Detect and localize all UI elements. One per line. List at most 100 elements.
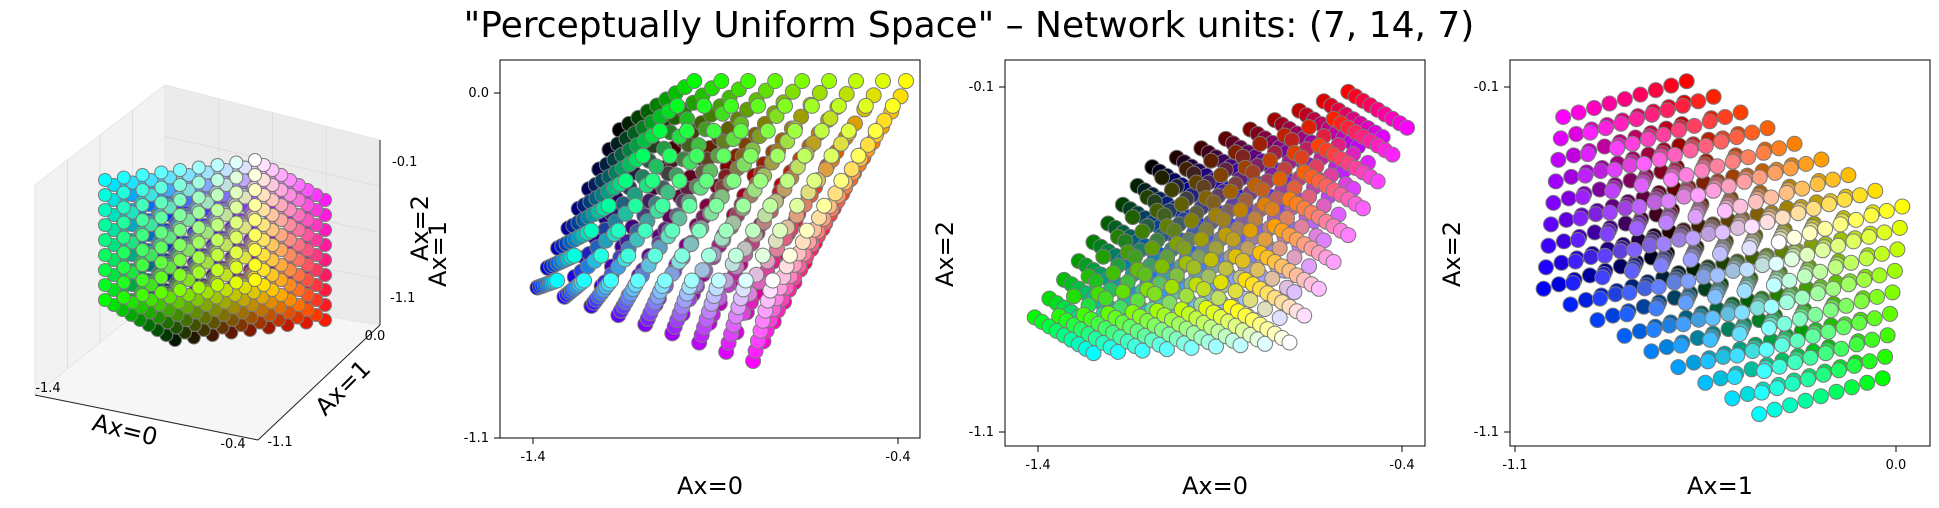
scatter-point <box>1797 392 1814 409</box>
scatter-point <box>1859 374 1876 391</box>
scatter-point <box>1824 171 1841 188</box>
scatter-point <box>1589 312 1606 329</box>
scatter-point <box>1340 227 1357 244</box>
scatter-point <box>210 188 225 202</box>
figure-title: "Perceptually Uniform Space" – Network u… <box>464 5 1475 46</box>
scatter-point <box>135 288 150 302</box>
scatter-point <box>1616 91 1633 108</box>
scatter-point <box>1800 371 1816 388</box>
scatter-point <box>1734 304 1750 321</box>
scatter-point <box>1597 120 1614 137</box>
scatter-point <box>1751 169 1768 186</box>
scatter-point <box>1355 200 1371 217</box>
scatter-point <box>860 136 876 153</box>
scatter-point <box>173 208 187 222</box>
scatter-point <box>850 147 867 164</box>
scatter-point <box>1599 226 1616 243</box>
scatter-point <box>1751 406 1768 423</box>
scatter-point <box>1227 283 1244 300</box>
scatter-point <box>659 184 676 201</box>
z-tick-label: -0.1 <box>392 155 417 170</box>
scatter-point <box>98 233 112 247</box>
scatter-point <box>1782 160 1799 177</box>
scatter-point <box>1736 283 1753 299</box>
scatter-point <box>1726 369 1743 385</box>
scatter-point <box>154 195 169 210</box>
y-tick-label: 0.0 <box>468 86 489 101</box>
scatter-point <box>786 122 803 139</box>
scatter-point <box>694 262 711 279</box>
scatter-point <box>1604 307 1621 324</box>
y-tick-label: -0.1 <box>969 80 994 95</box>
scatter-point <box>725 172 742 189</box>
scatter-point <box>654 197 671 214</box>
scatter-point <box>1574 189 1591 206</box>
scatter-point <box>1242 222 1259 239</box>
scatter-point <box>1700 225 1717 242</box>
scatter-point <box>1815 366 1832 383</box>
scatter-point <box>248 168 262 182</box>
scatter-point <box>830 97 847 114</box>
scatter-point <box>1781 272 1798 289</box>
scatter-point <box>191 265 206 280</box>
scatter-point <box>116 215 131 230</box>
scatter-point <box>1705 88 1722 105</box>
scatter-point <box>1232 202 1249 218</box>
scatter-point <box>803 97 820 114</box>
scatter-point <box>1756 363 1773 380</box>
scatter-point <box>661 147 678 164</box>
scatter-point <box>857 97 874 114</box>
scatter-point <box>1252 135 1269 152</box>
scatter-point <box>898 73 914 89</box>
scatter-point <box>1761 320 1777 337</box>
scatter-point <box>696 97 713 114</box>
scatter-point <box>811 84 828 101</box>
scatter-point <box>1871 267 1888 284</box>
scatter-point <box>1645 322 1662 338</box>
scatter-point <box>154 270 169 285</box>
scatter-point <box>1540 237 1557 254</box>
scatter-point <box>1720 178 1737 195</box>
scatter-point <box>210 203 225 217</box>
scatter-point <box>671 172 688 189</box>
scatter-point <box>1784 375 1801 392</box>
scatter-point <box>1702 331 1719 348</box>
scatter-point <box>1830 237 1847 254</box>
points-ax1-ax2 <box>1535 73 1911 423</box>
scatter-point <box>710 272 727 289</box>
scatter-point <box>648 158 665 175</box>
scatter-point <box>620 247 637 264</box>
scatter-point <box>1624 135 1641 152</box>
scatter-point <box>1768 255 1785 272</box>
scatter-point <box>1631 198 1648 215</box>
scatter-point <box>1325 254 1342 270</box>
scatter-point <box>1821 196 1837 213</box>
points-3d <box>98 153 332 347</box>
x-tick-label: -1.4 <box>520 450 545 465</box>
scatter-point <box>1876 224 1893 241</box>
y-tick-label: 0.0 <box>365 329 386 344</box>
scatter-point <box>1617 200 1634 217</box>
scatter-point <box>1565 275 1581 291</box>
scatter-point <box>686 73 703 89</box>
panel-ax0-ax1: -1.4 -0.4 0.0 -1.1 Ax=0 Ax=1 <box>424 59 921 500</box>
scatter-point <box>1809 285 1826 302</box>
scatter-point <box>1744 124 1761 141</box>
scatter-point <box>229 230 244 245</box>
scatter-point <box>789 197 806 214</box>
scatter-point <box>1796 268 1813 285</box>
scatter-point <box>1065 288 1082 305</box>
scatter-point <box>1676 188 1692 205</box>
scatter-point <box>1790 205 1807 222</box>
scatter-point <box>762 197 779 214</box>
scatter-point <box>229 215 244 230</box>
scatter-point <box>1579 146 1596 163</box>
scatter-point <box>1866 310 1883 327</box>
x-tick-label: -1.4 <box>1025 458 1050 473</box>
scatter-point <box>566 247 583 264</box>
x-axis-label: Ax=0 <box>1182 472 1248 500</box>
scatter-point <box>173 253 187 267</box>
scatter-point <box>740 73 757 89</box>
scatter-point <box>173 178 187 192</box>
scatter-point <box>1616 327 1633 344</box>
